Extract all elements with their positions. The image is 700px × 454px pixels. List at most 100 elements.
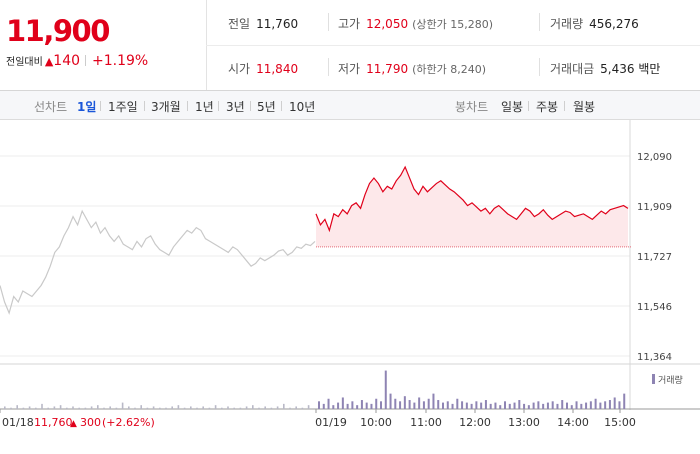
volume-bar-prev bbox=[270, 407, 273, 409]
volume-bar-today bbox=[494, 402, 497, 409]
volume-bar-prev bbox=[16, 405, 18, 409]
volume-bar-today bbox=[608, 400, 611, 409]
stat-label: 시가 bbox=[228, 62, 251, 76]
tab-period-1d[interactable]: 1일 bbox=[77, 100, 97, 114]
volume-bar-today bbox=[599, 402, 602, 409]
volume-bar-prev bbox=[301, 407, 304, 409]
divider bbox=[281, 101, 282, 111]
volume-bar-today bbox=[432, 393, 435, 409]
volume-bar-today bbox=[508, 403, 511, 409]
volume-bar-prev bbox=[35, 407, 37, 409]
volume-bar-prev bbox=[233, 407, 235, 409]
tab-period-1w[interactable]: 1주일 bbox=[108, 100, 138, 114]
volume-bar-today bbox=[504, 401, 506, 409]
tab-period-1y[interactable]: 1년 bbox=[195, 100, 214, 114]
volume-bar-prev bbox=[258, 407, 260, 409]
volume-bar-prev bbox=[152, 406, 155, 409]
volume-bar-prev bbox=[53, 406, 56, 409]
volume-bar-today bbox=[365, 402, 368, 409]
volume-bar-prev bbox=[134, 407, 136, 409]
volume-bar-prev bbox=[183, 407, 186, 409]
tab-candle-monthly[interactable]: 월봉 bbox=[573, 100, 596, 114]
volume-bar-prev bbox=[10, 407, 12, 409]
volume-bar-prev bbox=[4, 406, 6, 409]
volume-bar-today bbox=[351, 401, 354, 409]
footer-change-pct: (+2.62%) bbox=[102, 416, 155, 429]
volume-bar-today bbox=[341, 397, 344, 409]
volume-bar-prev bbox=[295, 406, 297, 409]
volume-bar-prev bbox=[41, 403, 43, 409]
volume-bar-today bbox=[537, 401, 540, 409]
volume-bar-today bbox=[413, 402, 416, 409]
volume-bar-today bbox=[456, 398, 459, 409]
divider bbox=[539, 58, 540, 76]
volume-bar-today bbox=[470, 403, 473, 409]
volume-bar-prev bbox=[47, 407, 49, 409]
volume-bar-today bbox=[375, 398, 378, 409]
volume-bar-today bbox=[318, 401, 320, 409]
volume-bar-prev bbox=[159, 407, 161, 409]
volume-bar-today bbox=[551, 401, 554, 409]
stat-prev-close: 전일 11,760 bbox=[228, 15, 298, 32]
change-amount: 140 bbox=[53, 53, 81, 69]
volume-bar-today bbox=[518, 400, 521, 409]
price-block: 11,900 전일대비 ▲140 +1.19% bbox=[0, 0, 207, 90]
change-label: 전일대비 bbox=[6, 57, 43, 68]
y-tick-label: 12,090 bbox=[637, 152, 672, 163]
price-chart-area: 12,090 11,909 11,727 11,546 11,364 거래량 01/19 10… bbox=[0, 120, 700, 450]
volume-bar-today bbox=[346, 403, 349, 409]
footer-change: 300 bbox=[80, 416, 101, 429]
tab-period-10y[interactable]: 10년 bbox=[289, 100, 316, 114]
stat-label: 거래량 bbox=[550, 17, 584, 31]
tab-candle-weekly[interactable]: 주봉 bbox=[536, 100, 559, 114]
stat-sub: (하한가 8,240) bbox=[412, 63, 487, 76]
footer-date: 01/18 bbox=[2, 416, 34, 429]
tab-candle-daily[interactable]: 일봉 bbox=[501, 100, 524, 114]
divider bbox=[328, 58, 329, 76]
volume-bar-today bbox=[403, 396, 406, 409]
divider bbox=[564, 101, 565, 111]
volume-bar-prev bbox=[196, 407, 198, 409]
x-tick-label: 12:00 bbox=[459, 416, 491, 429]
volume-bar-prev bbox=[78, 407, 80, 409]
volume-bar-prev bbox=[239, 407, 242, 409]
volume-bar-today bbox=[322, 403, 325, 409]
volume-bar-today bbox=[527, 405, 530, 409]
volume-bar-today bbox=[465, 402, 468, 409]
volume-bar-today bbox=[446, 401, 449, 409]
tab-period-5y[interactable]: 5년 bbox=[257, 100, 276, 114]
volume-bar-today bbox=[613, 397, 616, 409]
volume-bar-today bbox=[513, 402, 516, 409]
volume-bar-today bbox=[360, 400, 363, 409]
volume-bar-prev bbox=[307, 405, 310, 409]
current-price: 11,900 bbox=[6, 14, 110, 48]
stat-trade-amount: 거래대금 5,436 백만 bbox=[550, 60, 660, 77]
volume-bar-today bbox=[556, 403, 559, 409]
volume-bar-prev bbox=[177, 405, 180, 409]
volume-bar-prev bbox=[22, 407, 25, 409]
up-arrow-icon: ▲ bbox=[44, 55, 54, 68]
volume-bar-prev bbox=[214, 405, 217, 409]
y-tick-label: 11,909 bbox=[637, 202, 672, 213]
price-chart[interactable]: 12,090 11,909 11,727 11,546 11,364 거래량 01/19 10… bbox=[0, 120, 700, 450]
tab-period-3y[interactable]: 3년 bbox=[226, 100, 245, 114]
change-percent: +1.19% bbox=[92, 53, 149, 69]
volume-bar-today bbox=[484, 400, 487, 409]
tab-period-3m[interactable]: 3개월 bbox=[151, 100, 181, 114]
footer-up-arrow-icon: ▲ bbox=[70, 419, 77, 429]
volume-bar-today bbox=[489, 403, 492, 409]
divider bbox=[250, 101, 251, 111]
stat-grid: 전일 11,760 고가 12,050 (상한가 15,280) 거래량 456,276… bbox=[206, 0, 700, 90]
volume-bar-prev bbox=[28, 406, 31, 409]
volume-bar-prev bbox=[221, 407, 223, 409]
volume-bar-prev bbox=[103, 407, 105, 409]
volume-bar-prev bbox=[109, 406, 111, 409]
volume-bar-today bbox=[475, 401, 478, 409]
stat-row-1: 전일 11,760 고가 12,050 (상한가 15,280) 거래량 456,276 bbox=[206, 0, 700, 46]
volume-bar-prev bbox=[245, 406, 248, 409]
volume-bar-prev bbox=[252, 405, 254, 409]
stat-value: 11,790 bbox=[366, 62, 409, 76]
x-tick-label: 15:00 bbox=[604, 416, 636, 429]
volume-bar-today bbox=[327, 398, 330, 409]
volume-bar-today bbox=[332, 405, 335, 409]
